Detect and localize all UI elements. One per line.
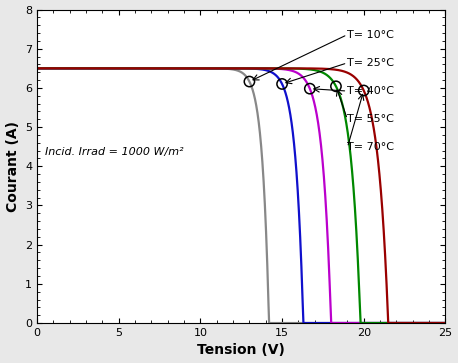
T= 25°C xyxy=(356,321,361,325)
T= 25°C xyxy=(301,321,306,325)
Text: T= 10°C: T= 10°C xyxy=(348,30,394,40)
T= 10°C xyxy=(233,68,238,72)
T= 40°C xyxy=(356,321,361,325)
T= 25°C xyxy=(431,321,436,325)
Line: T= 70°C: T= 70°C xyxy=(37,68,445,323)
T= 10°C xyxy=(431,321,436,325)
T= 55°C xyxy=(431,321,436,325)
Text: T= 70°C: T= 70°C xyxy=(348,143,394,152)
T= 40°C xyxy=(55,66,60,70)
T= 40°C xyxy=(328,321,334,325)
T= 10°C xyxy=(267,321,272,325)
T= 10°C xyxy=(431,321,436,325)
Line: T= 40°C: T= 40°C xyxy=(37,68,445,323)
T= 70°C xyxy=(431,321,436,325)
T= 10°C xyxy=(34,66,40,70)
Line: T= 25°C: T= 25°C xyxy=(37,68,445,323)
Line: T= 55°C: T= 55°C xyxy=(37,68,445,323)
Text: T= 40°C: T= 40°C xyxy=(348,86,394,96)
T= 70°C xyxy=(431,321,436,325)
T= 25°C xyxy=(222,66,228,70)
T= 40°C xyxy=(431,321,436,325)
T= 40°C xyxy=(34,66,40,70)
T= 70°C xyxy=(356,79,361,84)
T= 55°C xyxy=(356,274,361,278)
Point xyxy=(360,87,367,93)
Line: T= 10°C: T= 10°C xyxy=(37,68,445,323)
Point xyxy=(246,79,253,85)
T= 10°C xyxy=(222,66,228,71)
X-axis label: Tension (V): Tension (V) xyxy=(197,343,285,358)
T= 10°C xyxy=(55,66,60,70)
Point xyxy=(278,81,286,87)
T= 25°C xyxy=(233,66,238,70)
T= 40°C xyxy=(442,321,448,325)
T= 55°C xyxy=(442,321,448,325)
T= 55°C xyxy=(431,321,436,325)
T= 55°C xyxy=(233,66,238,70)
T= 25°C xyxy=(442,321,448,325)
Point xyxy=(306,86,313,91)
T= 40°C xyxy=(233,66,238,70)
T= 55°C xyxy=(34,66,40,70)
T= 40°C xyxy=(222,66,228,70)
Text: Incid. Irrad = 1000 W/m²: Incid. Irrad = 1000 W/m² xyxy=(45,147,184,156)
T= 25°C xyxy=(55,66,60,70)
T= 25°C xyxy=(431,321,436,325)
T= 70°C xyxy=(34,66,40,70)
Text: T= 25°C: T= 25°C xyxy=(348,58,394,68)
T= 40°C xyxy=(431,321,436,325)
T= 55°C xyxy=(55,66,60,70)
T= 70°C xyxy=(55,66,60,70)
T= 10°C xyxy=(442,321,448,325)
Text: T= 55°C: T= 55°C xyxy=(348,114,394,124)
T= 55°C xyxy=(222,66,228,70)
Point xyxy=(333,83,340,89)
T= 70°C xyxy=(222,66,228,70)
T= 70°C xyxy=(233,66,238,70)
T= 70°C xyxy=(386,321,391,325)
Y-axis label: Courant (A): Courant (A) xyxy=(5,121,20,212)
T= 25°C xyxy=(34,66,40,70)
T= 70°C xyxy=(442,321,448,325)
T= 10°C xyxy=(356,321,361,325)
T= 55°C xyxy=(358,321,363,325)
